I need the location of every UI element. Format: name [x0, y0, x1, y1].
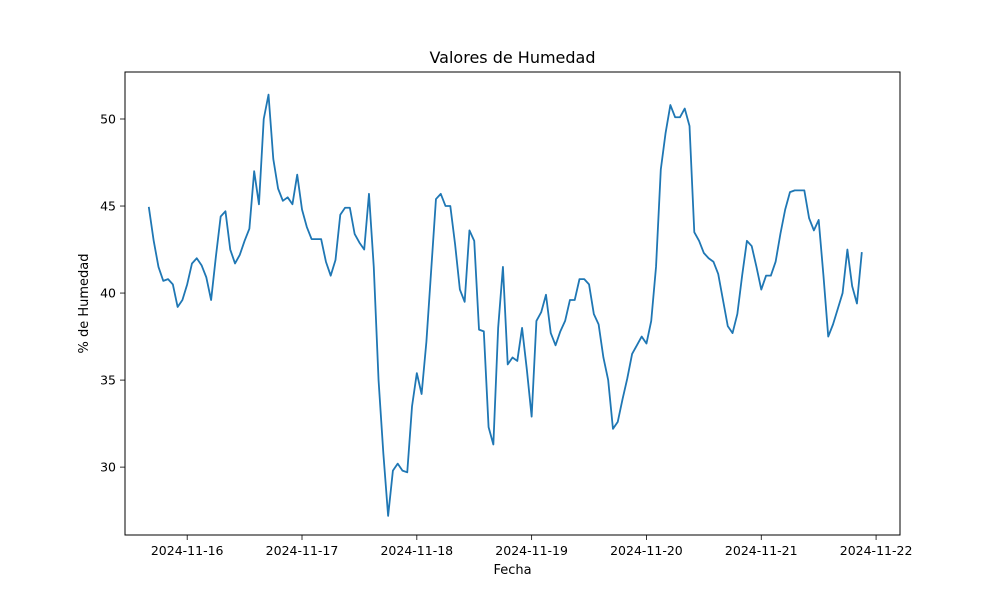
y-axis: 30 35 40 45 50: [100, 111, 125, 475]
x-axis-label: Fecha: [493, 563, 531, 578]
y-axis-label: % de Humedad: [77, 253, 92, 353]
x-tick-label: 2024-11-16: [151, 543, 224, 558]
y-tick-label: 40: [100, 286, 116, 301]
x-tick-label: 2024-11-20: [610, 543, 683, 558]
series-line-humedad: [147, 93, 863, 517]
x-tick-label: 2024-11-21: [725, 543, 798, 558]
x-tick-label: 2024-11-18: [380, 543, 453, 558]
plot-area: [124, 71, 901, 536]
chart-title: Valores de Humedad: [429, 48, 595, 67]
y-tick-label: 35: [100, 373, 116, 388]
y-tick-label: 30: [100, 460, 116, 475]
x-axis: 2024-11-16 2024-11-17 2024-11-18 2024-11-19…: [151, 535, 913, 558]
y-tick-label: 50: [100, 111, 116, 126]
y-tick-label: 45: [100, 199, 116, 214]
plot-frame: [124, 71, 901, 536]
x-tick-label: 2024-11-22: [840, 543, 913, 558]
x-tick-label: 2024-11-17: [266, 543, 339, 558]
x-tick-label: 2024-11-19: [495, 543, 568, 558]
